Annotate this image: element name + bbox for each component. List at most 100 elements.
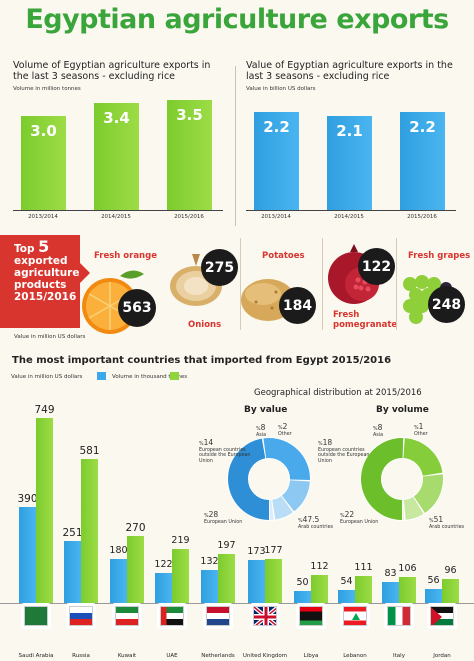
countries-chart-title: The most important countries that import…: [12, 355, 392, 366]
donut-segment: [228, 438, 310, 520]
legend-value-swatch: [97, 372, 106, 380]
country-bar-value: 177: [264, 545, 283, 556]
product-separator: [322, 238, 323, 330]
bar-value-label: 3.5: [176, 106, 203, 124]
top5-number: 5: [38, 237, 50, 256]
geo-title: Geographical distribution at 2015/2016: [254, 388, 422, 398]
val-bar: 2.2: [400, 112, 445, 210]
donut-value-title: By value: [244, 405, 288, 415]
russia-flag-icon: [69, 606, 93, 626]
top5-line-3: products: [14, 279, 67, 291]
product-potatoes-name: Potatoes: [262, 251, 305, 261]
country-value-bar: [201, 570, 218, 603]
volume-arab-label: %51 Arab countries: [429, 515, 465, 530]
country-bar-value: 54: [340, 576, 353, 587]
vol-bar: 3.5: [167, 100, 212, 210]
country-bar-value: 50: [296, 577, 309, 588]
country-volume-bar: [355, 576, 372, 603]
banner-tail: [80, 263, 90, 283]
country-name: Kuwait: [117, 653, 137, 659]
country-volume-bar: [265, 559, 282, 603]
val-bar: 2.2: [254, 112, 299, 210]
country-name: Saudi Arabia: [18, 653, 54, 659]
volume-baseline: [13, 210, 223, 211]
country-volume-bar: [127, 536, 144, 603]
value-unit-label: Value in billion US dollars: [246, 86, 316, 92]
bar-value-label: 2.2: [263, 118, 290, 136]
country-bar-value: 390: [17, 493, 38, 505]
donut-by-volume: [360, 437, 444, 521]
country-volume-bar: [399, 577, 416, 603]
uae-flag-icon: [160, 606, 184, 626]
country-name: Italy: [393, 653, 405, 659]
volume-asia-label: %8 Asia: [373, 423, 384, 438]
x-tick-label: 2013/2014: [261, 214, 291, 220]
saudi-arabia-flag-icon: [24, 606, 48, 626]
x-tick-label: 2015/2016: [174, 214, 204, 220]
top5-line-4: 2015/2016: [14, 291, 77, 303]
country-bar-value: 251: [62, 527, 83, 539]
united-kingdom-flag-icon: [253, 606, 277, 626]
country-name: Lebanon: [343, 653, 367, 659]
donut-volume-title: By volume: [376, 405, 429, 415]
value-eu-label: %28 European Union: [204, 510, 243, 525]
country-bar-value: 106: [398, 563, 417, 574]
country-bar-value: 197: [217, 540, 236, 551]
value-asia-label: %8 Asia: [256, 423, 267, 438]
x-tick-label: 2014/2015: [101, 214, 131, 220]
volume-eu-label: %22 European Union: [340, 510, 379, 525]
product-orange-value: 563: [118, 289, 156, 327]
country-value-bar: [338, 590, 355, 603]
country-bar-value: 581: [79, 445, 100, 457]
country-bar-value: 749: [34, 404, 55, 416]
country-name: Netherlands: [201, 653, 235, 659]
product-potatoes-value: 184: [279, 287, 316, 324]
vol-bar: 3.4: [94, 103, 139, 210]
legend-volume-swatch: [170, 372, 179, 380]
donut-segment: [361, 438, 443, 520]
jordan-flag-icon: [430, 606, 454, 626]
country-bar-value: 111: [354, 562, 373, 573]
country-volume-bar: [36, 418, 53, 603]
bar-value-label: 2.2: [409, 118, 436, 136]
value-europe-outside-label: %14 European countries outside the Europe…: [199, 438, 251, 464]
country-volume-bar: [172, 549, 189, 603]
country-name: Jordan: [433, 653, 451, 659]
lebanon-flag-icon: [343, 606, 367, 626]
country-bar-value: 180: [109, 545, 128, 556]
value-other-label: %2 Other: [278, 422, 292, 437]
italy-flag-icon: [387, 606, 411, 626]
donut-segment: [228, 438, 310, 520]
country-volume-bar: [81, 459, 98, 603]
country-bar-value: 270: [125, 522, 146, 534]
country-bar-value: 96: [444, 565, 457, 576]
country-value-bar: [155, 573, 172, 603]
country-bar-value: 173: [247, 546, 266, 557]
donut-segment: [361, 438, 443, 520]
product-pomegranate-value: 122: [358, 248, 395, 285]
country-name: United Kingdom: [242, 653, 288, 659]
x-tick-label: 2013/2014: [28, 214, 58, 220]
bar-value-label: 2.1: [336, 122, 363, 140]
legend-value-label: Value in million US dollars: [11, 374, 83, 380]
product-orange-name: Fresh orange: [94, 251, 157, 261]
country-volume-bar: [218, 554, 235, 603]
x-tick-label: 2014/2015: [334, 214, 364, 220]
bar-value-label: 3.0: [30, 122, 57, 140]
countries-baseline: [0, 603, 474, 604]
top5-line-1: exported: [14, 255, 68, 267]
country-bar-value: 132: [200, 556, 219, 567]
product-separator: [240, 238, 241, 330]
product-grapes-value: 248: [428, 286, 465, 323]
product-onions-name: Onions: [188, 320, 222, 330]
country-value-bar: [64, 541, 81, 603]
kuwait-flag-icon: [115, 606, 139, 626]
country-volume-bar: [442, 579, 459, 603]
value-arab-label: %47.5 Arab countries: [298, 515, 334, 530]
donut-by-value: [227, 437, 311, 521]
libya-flag-icon: [299, 606, 323, 626]
country-value-bar: [294, 591, 311, 603]
x-tick-label: 2015/2016: [407, 214, 437, 220]
volume-europe-outside-label: %18 European countries outside the Europe…: [318, 438, 370, 464]
